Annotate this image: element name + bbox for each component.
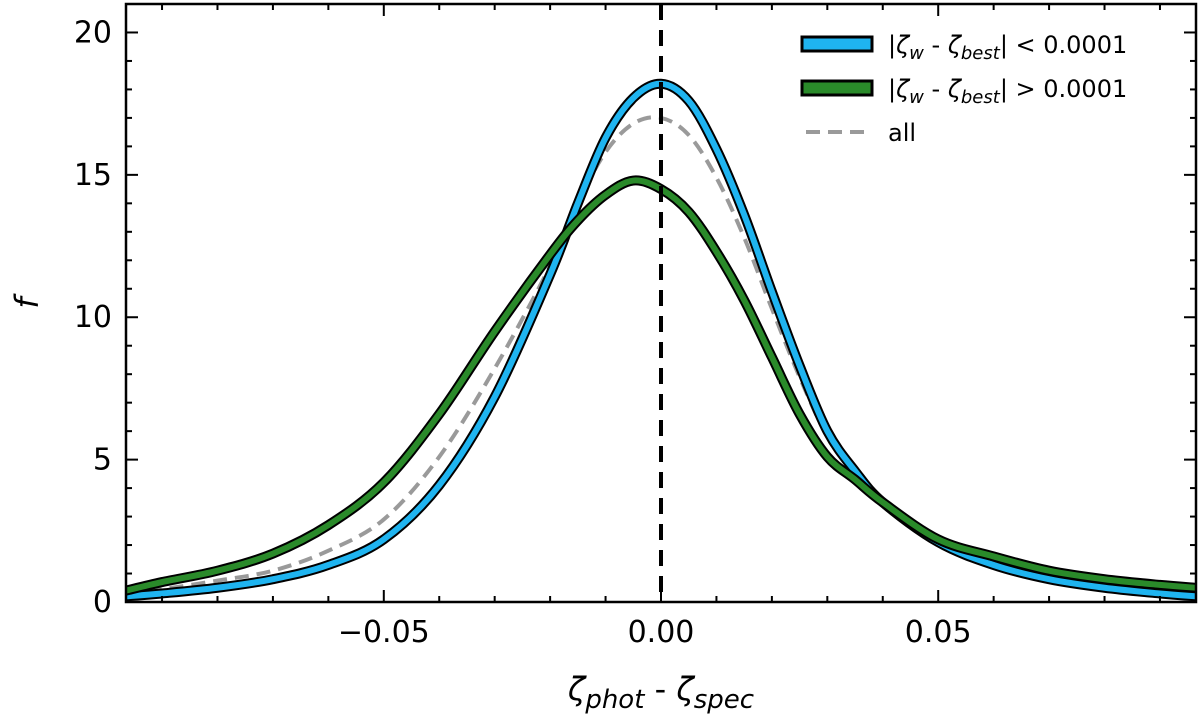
y-axis-label: f [8, 293, 46, 309]
legend-item-below-threshold: |ζw - ζbest| < 0.0001 [800, 31, 1127, 64]
legend-swatch [800, 79, 874, 97]
series-group [126, 78, 1196, 602]
y-tick-label: 5 [93, 443, 112, 478]
series-line-above-threshold [126, 177, 1196, 594]
x-tick-label: −0.05 [338, 615, 430, 650]
legend-item-all: all [806, 119, 916, 147]
series-line-all [126, 115, 1196, 596]
y-tick-label: 15 [74, 158, 112, 193]
y-tick-label: 10 [74, 300, 112, 335]
legend: |ζw - ζbest| < 0.0001 |ζw - ζbest| > 0.00… [800, 31, 1127, 147]
y-tick-label: 0 [93, 585, 112, 620]
x-tick-label: 0.05 [905, 615, 972, 650]
axis-ticks [126, 3, 1196, 603]
legend-label: |ζw - ζbest| < 0.0001 [888, 31, 1127, 64]
legend-swatch [800, 35, 874, 53]
y-tick-label: 20 [74, 15, 112, 50]
x-tick-label: 0.00 [628, 615, 695, 650]
x-axis-label: ζphot - ζspec [567, 670, 754, 715]
legend-label: all [888, 119, 916, 147]
axis-labels: −0.05 0.00 0.05 0 5 10 15 20 ζphot - ζspec f [8, 15, 972, 715]
series-above-threshold [126, 175, 1196, 596]
legend-item-above-threshold: |ζw - ζbest| > 0.0001 [800, 75, 1127, 108]
series-all [126, 115, 1196, 596]
legend-label: |ζw - ζbest| > 0.0001 [888, 75, 1127, 108]
